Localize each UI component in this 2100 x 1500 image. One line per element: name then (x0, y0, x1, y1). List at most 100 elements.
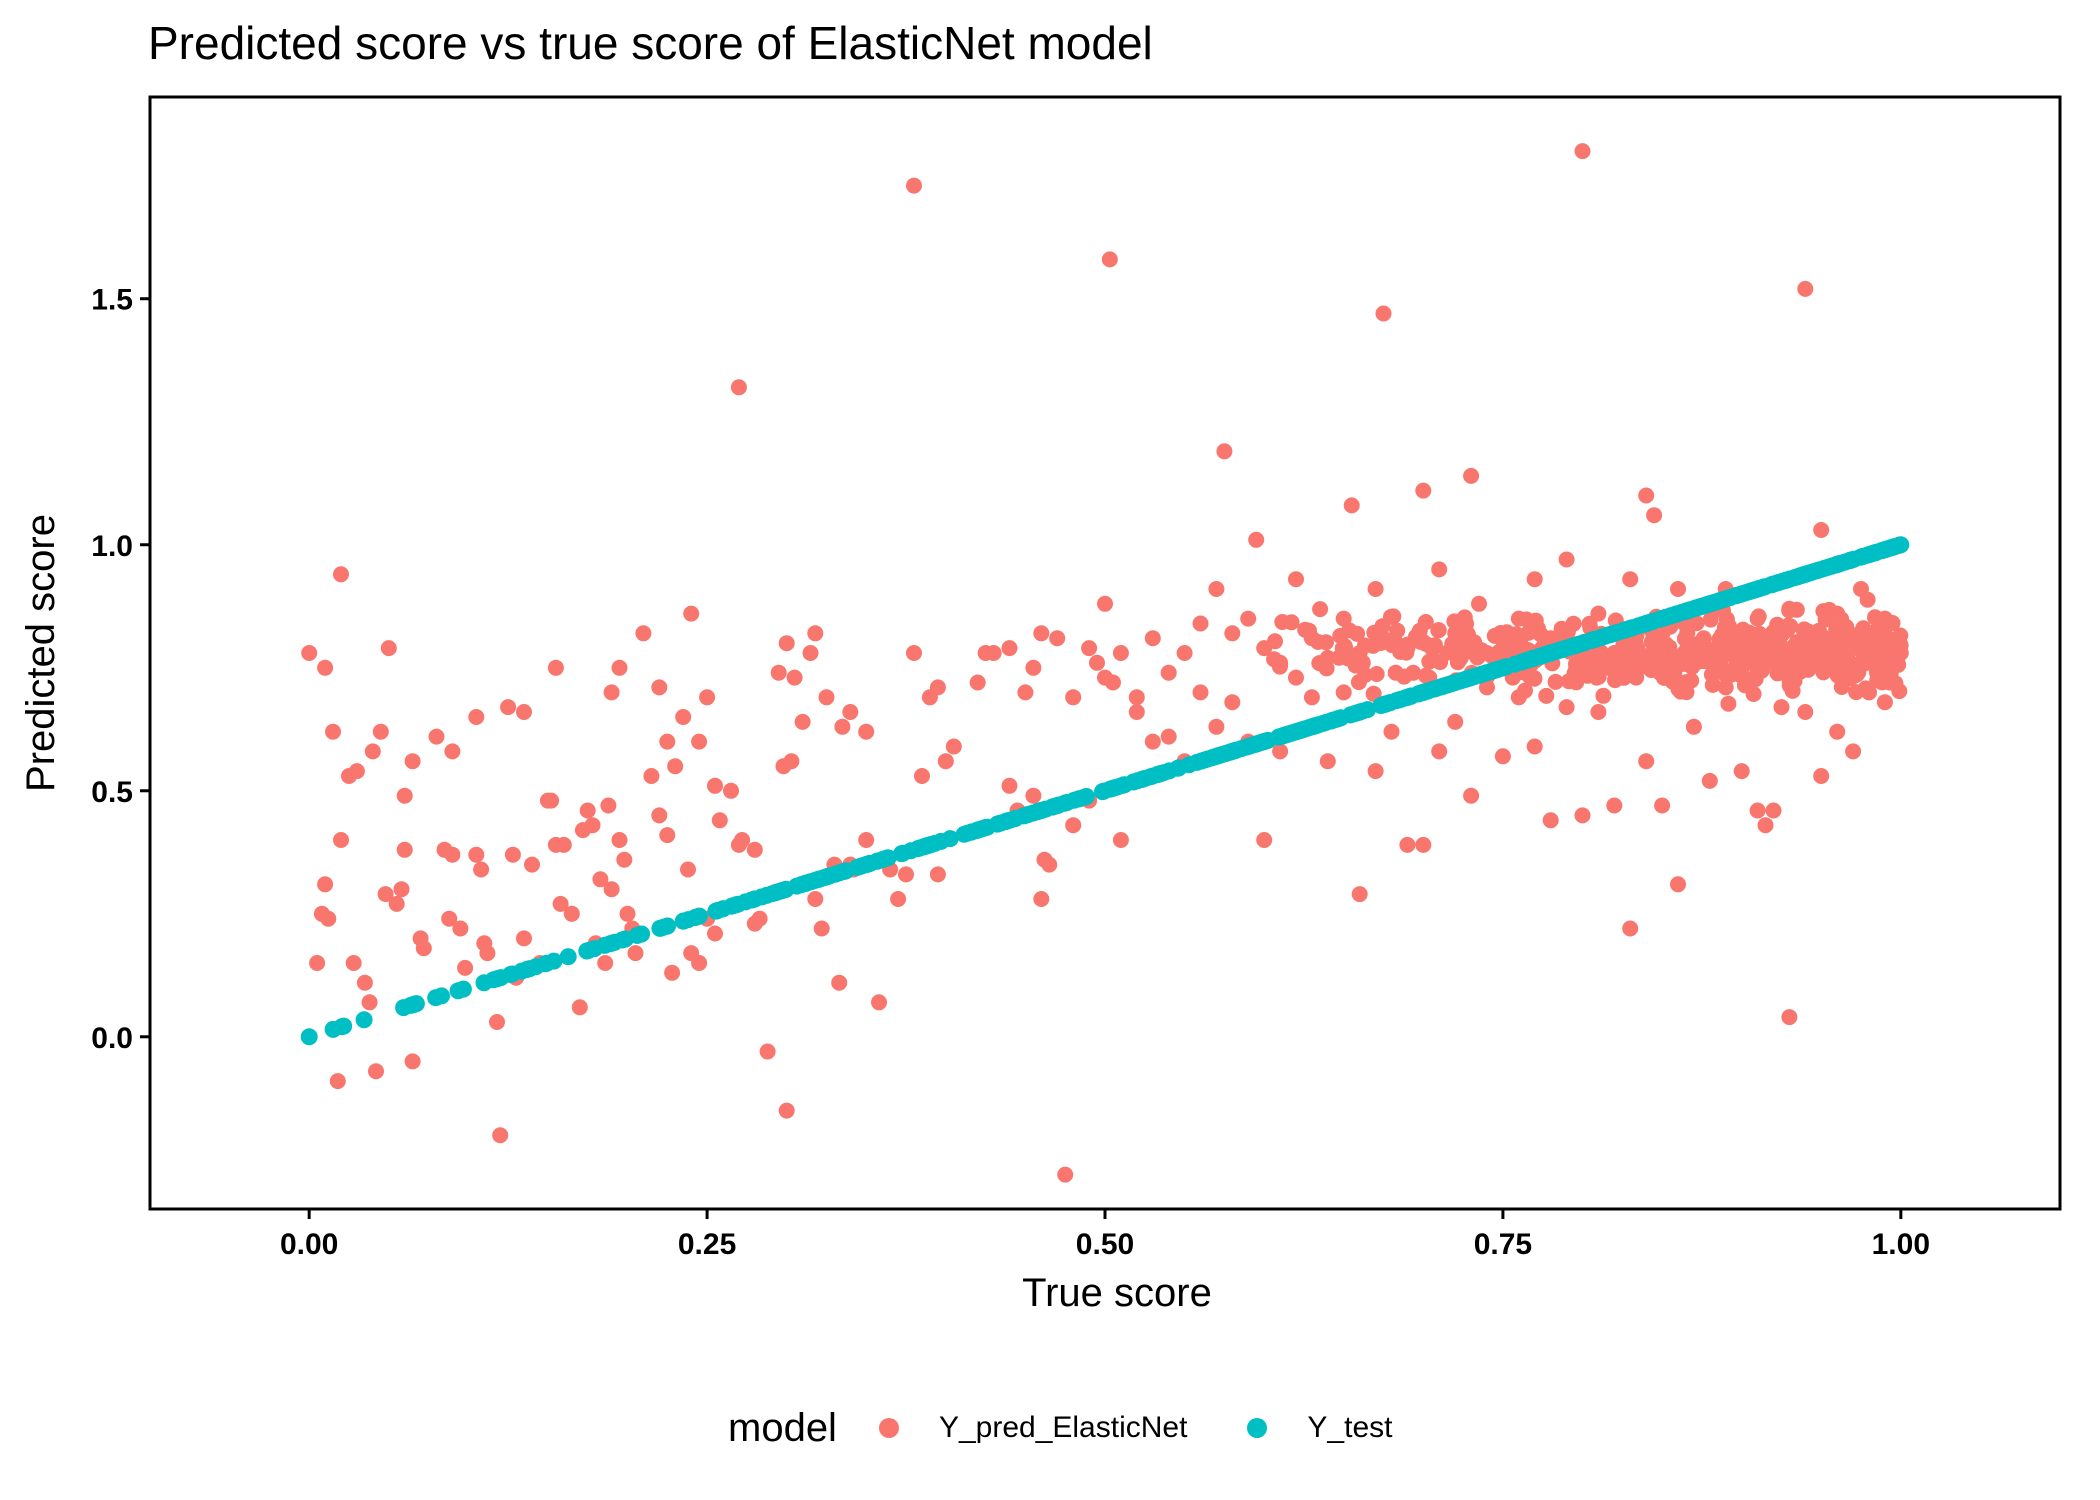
point-y-pred-elasticnet (1574, 807, 1591, 824)
point-y-pred-elasticnet (1783, 642, 1800, 659)
series-y-test (300, 536, 1910, 1046)
point-y-pred-elasticnet (396, 841, 413, 858)
point-y-pred-elasticnet (937, 753, 954, 770)
point-y-test (1249, 735, 1267, 753)
point-y-pred-elasticnet (651, 679, 668, 696)
point-y-pred-elasticnet (1717, 679, 1734, 696)
point-y-pred-elasticnet (1817, 611, 1834, 628)
point-y-pred-elasticnet (1688, 615, 1705, 632)
point-y-test (837, 862, 855, 880)
point-y-pred-elasticnet (1248, 531, 1265, 548)
point-y-pred-elasticnet (929, 679, 946, 696)
point-y-pred-elasticnet (489, 1014, 505, 1030)
point-y-pred-elasticnet (1874, 674, 1891, 691)
point-y-pred-elasticnet (1349, 625, 1366, 642)
point-y-pred-elasticnet (1421, 653, 1438, 670)
point-y-pred-elasticnet (571, 999, 588, 1016)
point-y-pred-elasticnet (802, 645, 819, 661)
x-tick-label: 0.00 (280, 1228, 338, 1261)
point-y-pred-elasticnet (356, 974, 373, 991)
point-y-test (1571, 635, 1589, 653)
point-y-test (921, 836, 939, 854)
point-y-pred-elasticnet (1431, 743, 1448, 760)
point-y-pred-elasticnet (1558, 699, 1575, 716)
point-y-pred-elasticnet (444, 743, 461, 760)
point-y-test (969, 821, 987, 839)
point-y-pred-elasticnet (1568, 655, 1584, 672)
point-y-pred-elasticnet (1833, 654, 1850, 671)
point-y-pred-elasticnet (1824, 633, 1841, 650)
point-y-pred-elasticnet (1399, 636, 1416, 653)
point-y-pred-elasticnet (1288, 669, 1304, 686)
point-y-pred-elasticnet (890, 891, 907, 907)
point-y-pred-elasticnet (691, 955, 708, 971)
point-y-pred-elasticnet (1750, 608, 1767, 625)
point-y-pred-elasticnet (1097, 669, 1113, 686)
point-y-pred-elasticnet (317, 659, 334, 676)
point-y-pred-elasticnet (1272, 743, 1289, 760)
legend-key-y-pred-elasticnet (878, 1418, 899, 1438)
point-y-pred-elasticnet (1224, 694, 1241, 711)
point-y-pred-elasticnet (1503, 634, 1520, 651)
point-y-pred-elasticnet (1670, 581, 1686, 597)
point-y-test (1327, 710, 1345, 728)
point-y-pred-elasticnet (1387, 664, 1404, 681)
point-y-pred-elasticnet (1128, 704, 1145, 720)
point-y-test (1622, 619, 1640, 637)
point-y-test (1655, 609, 1673, 627)
point-y-test (1152, 765, 1170, 783)
point-y-pred-elasticnet (468, 709, 485, 725)
point-y-pred-elasticnet (1025, 787, 1042, 804)
point-y-pred-elasticnet (858, 832, 875, 848)
point-y-test (810, 870, 828, 888)
point-y-test (1892, 536, 1910, 554)
point-y-pred-elasticnet (1297, 621, 1314, 638)
point-y-test (1420, 682, 1438, 700)
point-y-pred-elasticnet (579, 802, 596, 819)
point-y-test (559, 948, 577, 966)
point-y-pred-elasticnet (778, 635, 795, 652)
point-y-pred-elasticnet (1192, 684, 1209, 701)
point-y-pred-elasticnet (746, 841, 763, 858)
point-y-pred-elasticnet (1017, 684, 1034, 701)
point-y-pred-elasticnet (1415, 482, 1432, 499)
point-y-pred-elasticnet (1367, 581, 1384, 597)
legend-entry-y-test: Y_test (1247, 1411, 1392, 1445)
point-y-pred-elasticnet (1405, 664, 1422, 681)
point-y-pred-elasticnet (711, 812, 728, 829)
point-y-pred-elasticnet (1081, 640, 1098, 657)
point-y-pred-elasticnet (1449, 654, 1466, 671)
point-y-pred-elasticnet (1638, 487, 1655, 504)
point-y-pred-elasticnet (906, 177, 922, 194)
point-y-pred-elasticnet (1335, 684, 1352, 701)
point-y-pred-elasticnet (1850, 633, 1867, 650)
point-y-pred-elasticnet (1288, 571, 1304, 588)
point-y-pred-elasticnet (317, 876, 334, 893)
point-y-pred-elasticnet (1224, 625, 1241, 642)
point-y-pred-elasticnet (1813, 768, 1830, 784)
point-y-pred-elasticnet (1813, 522, 1830, 538)
x-tick-label: 0.25 (678, 1228, 736, 1261)
point-y-test (1305, 717, 1323, 735)
point-y-test (851, 858, 869, 876)
point-y-pred-elasticnet (333, 832, 349, 848)
point-y-pred-elasticnet (734, 832, 751, 848)
point-y-pred-elasticnet (1375, 305, 1392, 322)
point-y-pred-elasticnet (1417, 614, 1434, 630)
point-y-test (449, 982, 467, 1000)
point-y-pred-elasticnet (1595, 687, 1612, 704)
point-y-pred-elasticnet (388, 895, 405, 912)
point-y-pred-elasticnet (1800, 636, 1817, 653)
point-y-pred-elasticnet (786, 669, 803, 686)
point-y-pred-elasticnet (723, 782, 739, 799)
point-y-pred-elasticnet (1041, 856, 1058, 873)
point-y-pred-elasticnet (1463, 467, 1480, 484)
point-y-pred-elasticnet (1526, 670, 1543, 687)
point-y-pred-elasticnet (680, 861, 696, 878)
point-y-pred-elasticnet (1654, 797, 1671, 814)
x-axis: 0.00 0.25 0.50 0.75 1.00 (280, 1209, 1930, 1261)
point-y-pred-elasticnet (1749, 802, 1766, 819)
point-y-pred-elasticnet (1590, 704, 1607, 720)
point-y-test (1709, 592, 1727, 610)
point-y-pred-elasticnet (377, 886, 394, 903)
